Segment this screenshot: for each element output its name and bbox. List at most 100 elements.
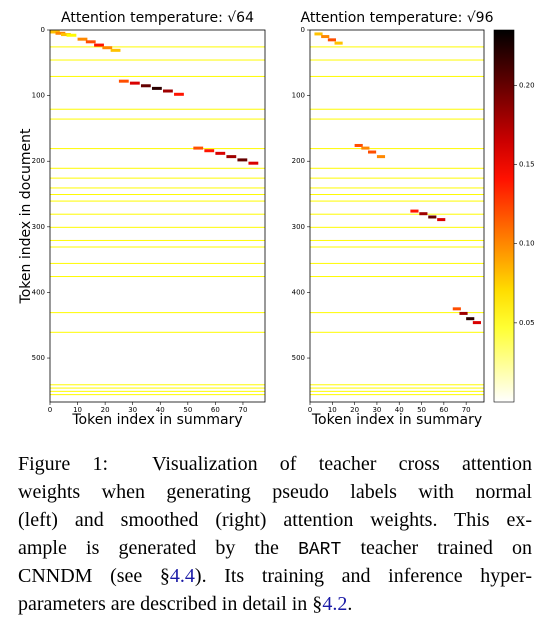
x-tick-label: 70 — [462, 406, 471, 414]
code-text: BART — [298, 540, 342, 560]
y-tick-label: 0 — [301, 26, 305, 34]
x-tick-label: 30 — [372, 406, 381, 414]
x-axis-label: Token index in summary — [311, 412, 482, 428]
caption-line: Figure 1: Visualization of teacher cross… — [18, 450, 532, 478]
attention-cell — [321, 35, 330, 39]
attention-cell — [368, 150, 377, 154]
attention-row — [310, 118, 484, 120]
attention-cell — [437, 218, 446, 222]
colorbar-tick-label: 0.15 — [519, 161, 535, 169]
panel-title: Attention temperature: √96 — [301, 10, 494, 26]
attention-row — [50, 239, 265, 241]
colorbar — [493, 29, 515, 403]
attention-cell — [215, 151, 226, 155]
attention-row — [310, 59, 484, 61]
y-tick-label: 300 — [32, 223, 45, 231]
attention-cell — [376, 155, 386, 159]
attention-row — [50, 75, 265, 77]
attention-cell — [61, 33, 71, 37]
attention-cell — [140, 84, 151, 88]
attention-row — [50, 226, 265, 228]
attention-row — [310, 148, 484, 150]
attention-row — [310, 108, 484, 110]
attention-cell — [248, 161, 259, 165]
attention-cell — [428, 215, 437, 219]
y-tick-label: 400 — [32, 288, 45, 296]
attention-cell — [102, 46, 113, 50]
attention-row — [50, 194, 265, 196]
y-tick-label: 500 — [292, 354, 305, 362]
attention-row — [50, 384, 265, 386]
caption-text: teacher trained on — [341, 537, 532, 559]
caption-line: parameters are described in detail in §4… — [18, 590, 532, 618]
attention-cell — [118, 79, 129, 83]
y-tick-label: 0 — [41, 26, 45, 34]
attention-row — [50, 331, 265, 333]
y-tick-label: 300 — [292, 223, 305, 231]
attention-row — [50, 148, 265, 150]
y-tick-label: 100 — [32, 92, 45, 100]
attention-row — [310, 75, 484, 77]
attention-row — [50, 108, 265, 110]
x-tick-label: 50 — [417, 406, 426, 414]
attention-row — [50, 387, 265, 389]
attention-row — [310, 177, 484, 179]
caption-text: weights when generating pseudo labels wi… — [18, 481, 532, 503]
x-tick-label: 20 — [350, 406, 359, 414]
attention-row — [310, 262, 484, 264]
attention-cell — [410, 209, 419, 213]
attention-row — [50, 46, 265, 48]
section-link[interactable]: 4.2 — [322, 593, 348, 615]
attention-row — [310, 226, 484, 228]
attention-cell — [472, 321, 481, 325]
x-tick-label: 50 — [183, 406, 192, 414]
attention-row — [310, 246, 484, 248]
attention-row — [310, 167, 484, 169]
x-tick-label: 0 — [308, 406, 312, 414]
figure: 0 10 20 30 40 50 60 700100200300400500Attention… — [18, 10, 535, 428]
attention-cell — [129, 81, 140, 85]
attention-cell — [163, 89, 173, 93]
attention-row — [310, 312, 484, 314]
caption-text: . — [347, 593, 353, 615]
y-tick-label: 200 — [292, 157, 305, 165]
attention-row — [50, 213, 265, 215]
attention-cell — [361, 146, 370, 150]
colorbar-tick-label: 0.10 — [519, 240, 535, 248]
attention-row — [310, 239, 484, 241]
caption-line: (left) and smoothed (right) attention we… — [18, 506, 532, 534]
attention-row — [50, 312, 265, 314]
attention-row — [310, 46, 484, 48]
caption-text: Figure 1: Visualization of teacher cross… — [18, 453, 532, 475]
x-axis-label: Token index in summary — [71, 412, 242, 428]
attention-cell — [204, 149, 215, 153]
y-tick-label: 500 — [32, 354, 45, 362]
attention-row — [50, 390, 265, 392]
attention-cell — [452, 307, 461, 311]
attention-cell — [50, 30, 60, 34]
attention-row — [310, 390, 484, 392]
attention-row — [50, 167, 265, 169]
x-tick-label: 60 — [439, 406, 448, 414]
attention-cell — [85, 40, 96, 44]
x-tick-label: 60 — [211, 406, 220, 414]
y-tick-label: 200 — [32, 157, 45, 165]
attention-cell — [110, 48, 121, 52]
attention-row — [50, 394, 265, 396]
attention-cell — [334, 41, 343, 45]
section-link[interactable]: 4.4 — [169, 565, 195, 587]
attention-row — [310, 187, 484, 189]
y-tick-label: 400 — [292, 288, 305, 296]
colorbar-tick-label: 0.20 — [519, 81, 535, 89]
attention-cell — [466, 317, 475, 321]
attention-row — [50, 177, 265, 179]
attention-cell — [459, 311, 468, 315]
attention-cell — [66, 33, 77, 37]
attention-cell — [419, 212, 428, 216]
attention-cell — [327, 38, 336, 42]
x-tick-label: 40 — [156, 406, 165, 414]
attention-cell — [193, 146, 204, 150]
caption-text: ample is generated by the — [18, 537, 299, 559]
x-tick-label: 20 — [101, 406, 110, 414]
